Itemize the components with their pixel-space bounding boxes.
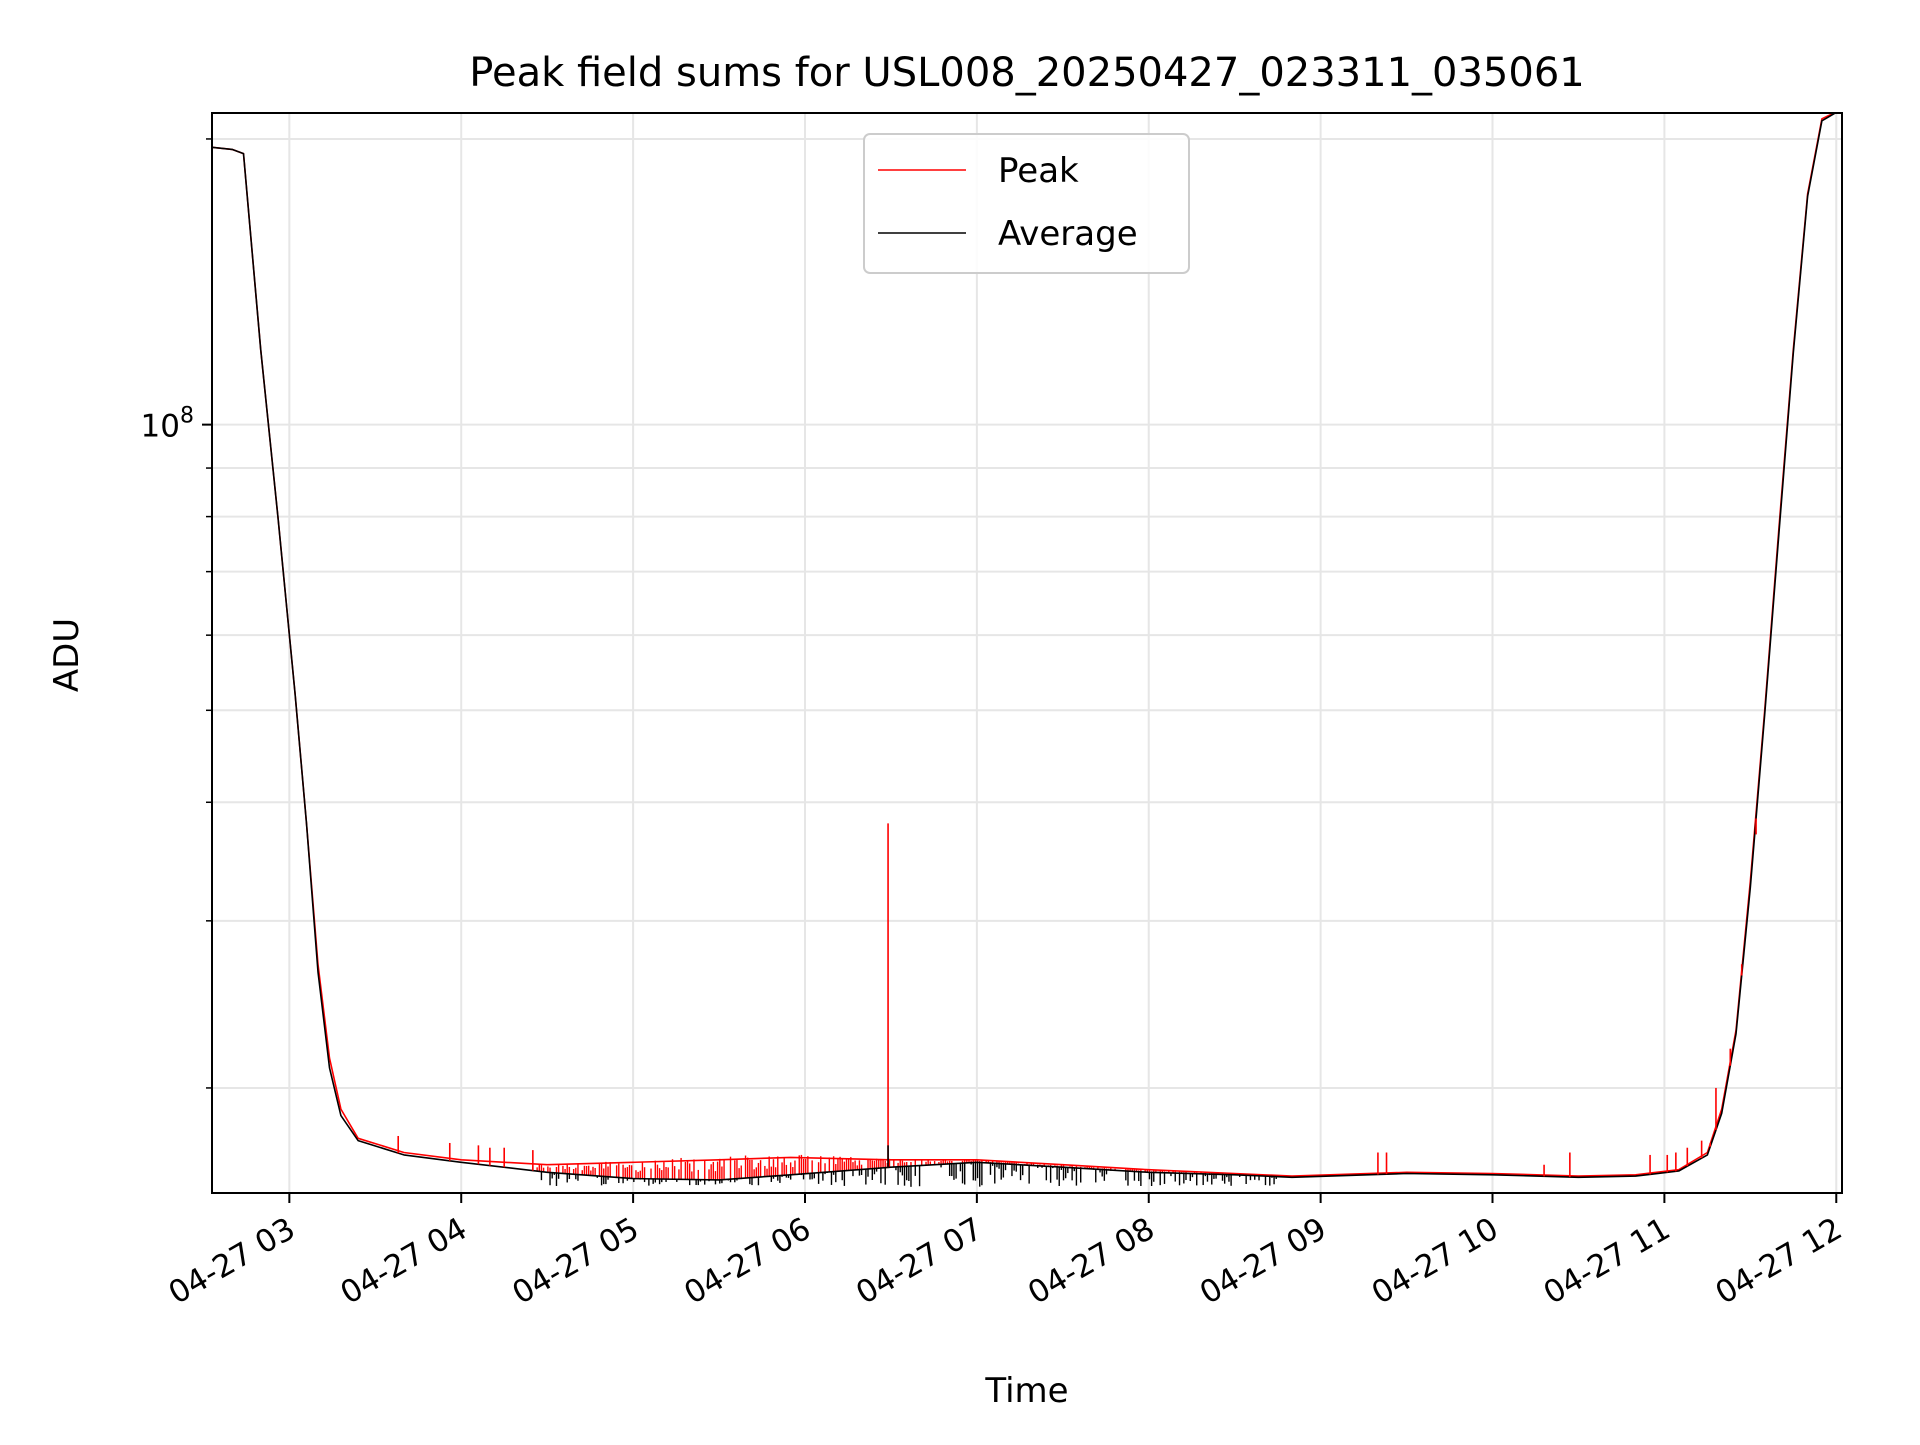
grid [212,113,1842,1193]
series-average-line [212,113,1837,1181]
legend-box [863,133,1190,274]
y-tick-label: 108 [141,404,194,445]
legend: Peak Average [863,133,1190,274]
axes-frame [211,112,1843,1194]
plot-area [212,113,1837,1187]
legend-average-label: Average [998,214,1138,254]
y-axis-label: ADU [47,618,87,692]
chart-title: Peak field sums for USL008_20250427_0233… [469,50,1584,96]
x-axis-label: Time [984,1371,1068,1411]
legend-peak-label: Peak [998,151,1079,191]
